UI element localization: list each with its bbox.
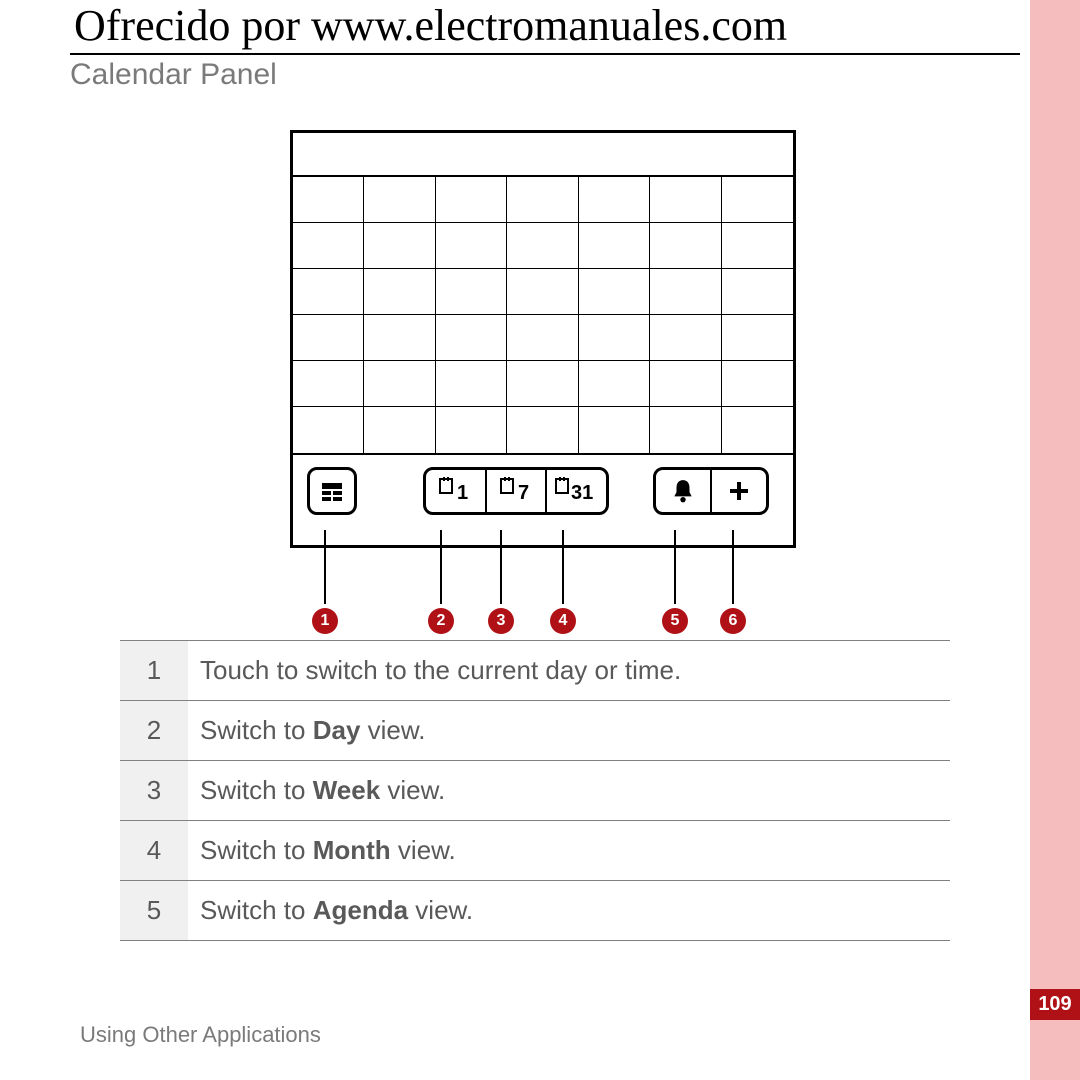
page-number: 109 xyxy=(1030,989,1080,1020)
row-description: Switch to Day view. xyxy=(188,701,950,761)
row-number: 5 xyxy=(120,881,188,941)
callout-badge: 3 xyxy=(488,608,514,634)
month-icon: 31 xyxy=(553,477,601,505)
day-view-button[interactable]: 1 xyxy=(426,470,487,512)
calendar-panel: 1 7 xyxy=(290,130,796,548)
calendar-cell xyxy=(507,315,578,361)
calendar-cell xyxy=(436,407,507,453)
calendar-cell xyxy=(364,407,435,453)
calendar-cell xyxy=(436,269,507,315)
agenda-view-button[interactable] xyxy=(656,470,712,512)
calendar-today-icon xyxy=(320,479,344,503)
calendar-cell xyxy=(436,223,507,269)
description-table: 1Touch to switch to the current day or t… xyxy=(120,640,950,941)
calendar-cell xyxy=(293,315,364,361)
row-number: 1 xyxy=(120,641,188,701)
svg-text:1: 1 xyxy=(457,482,468,504)
calendar-cell xyxy=(579,223,650,269)
add-event-button[interactable] xyxy=(712,470,766,512)
calendar-cell xyxy=(579,361,650,407)
today-button[interactable] xyxy=(307,467,357,515)
row-number: 3 xyxy=(120,761,188,821)
day-icon: 1 xyxy=(435,477,475,505)
calendar-cell xyxy=(650,315,721,361)
svg-text:7: 7 xyxy=(518,482,529,504)
panel-toolbar: 1 7 xyxy=(293,453,793,545)
calendar-cell xyxy=(293,269,364,315)
calendar-cell xyxy=(364,177,435,223)
table-row: 3Switch to Week view. xyxy=(120,761,950,821)
watermark-header: Ofrecido por www.electromanuales.com xyxy=(70,0,1020,55)
calendar-cell xyxy=(436,315,507,361)
callout-badge: 2 xyxy=(428,608,454,634)
row-description: Switch to Week view. xyxy=(188,761,950,821)
calendar-cell xyxy=(364,315,435,361)
callout-badge: 6 xyxy=(720,608,746,634)
calendar-cell xyxy=(364,223,435,269)
calendar-cell xyxy=(722,223,793,269)
sidebar-stripe xyxy=(1030,0,1080,1080)
calendar-cell xyxy=(507,407,578,453)
calendar-cell xyxy=(650,361,721,407)
bell-icon xyxy=(670,478,696,504)
calendar-cell xyxy=(507,177,578,223)
footer-text: Using Other Applications xyxy=(80,1022,321,1048)
calendar-cell xyxy=(293,407,364,453)
agenda-add-group xyxy=(653,467,769,515)
table-row: 2Switch to Day view. xyxy=(120,701,950,761)
month-view-button[interactable]: 31 xyxy=(547,470,606,512)
calendar-panel-diagram: 1 7 xyxy=(290,130,790,548)
calendar-cell xyxy=(650,177,721,223)
calendar-cell xyxy=(293,177,364,223)
calendar-cell xyxy=(722,361,793,407)
row-number: 4 xyxy=(120,821,188,881)
view-switch-group: 1 7 xyxy=(423,467,609,515)
calendar-cell xyxy=(579,269,650,315)
calendar-cell xyxy=(507,361,578,407)
calendar-cell xyxy=(507,223,578,269)
calendar-cell xyxy=(722,269,793,315)
callout-badge: 5 xyxy=(662,608,688,634)
calendar-cell xyxy=(650,269,721,315)
row-description: Switch to Agenda view. xyxy=(188,881,950,941)
week-view-button[interactable]: 7 xyxy=(487,470,548,512)
table-row: 4Switch to Month view. xyxy=(120,821,950,881)
table-row: 5Switch to Agenda view. xyxy=(120,881,950,941)
calendar-cell xyxy=(722,315,793,361)
table-row: 1Touch to switch to the current day or t… xyxy=(120,641,950,701)
callout-badge: 1 xyxy=(312,608,338,634)
calendar-cell xyxy=(364,269,435,315)
calendar-cell xyxy=(579,315,650,361)
calendar-cell xyxy=(722,177,793,223)
calendar-cell xyxy=(436,361,507,407)
calendar-grid xyxy=(293,177,793,453)
week-icon: 7 xyxy=(496,477,536,505)
callout-badge: 4 xyxy=(550,608,576,634)
calendar-cell xyxy=(579,407,650,453)
calendar-cell xyxy=(507,269,578,315)
calendar-cell xyxy=(293,361,364,407)
calendar-cell xyxy=(579,177,650,223)
calendar-cell xyxy=(293,223,364,269)
calendar-cell xyxy=(650,407,721,453)
plus-icon xyxy=(727,479,751,503)
row-description: Touch to switch to the current day or ti… xyxy=(188,641,950,701)
calendar-cell xyxy=(364,361,435,407)
panel-header-bar xyxy=(293,133,793,177)
row-number: 2 xyxy=(120,701,188,761)
row-description: Switch to Month view. xyxy=(188,821,950,881)
calendar-cell xyxy=(722,407,793,453)
section-title: Calendar Panel xyxy=(70,58,277,92)
calendar-cell xyxy=(650,223,721,269)
svg-text:31: 31 xyxy=(571,482,593,504)
calendar-cell xyxy=(436,177,507,223)
